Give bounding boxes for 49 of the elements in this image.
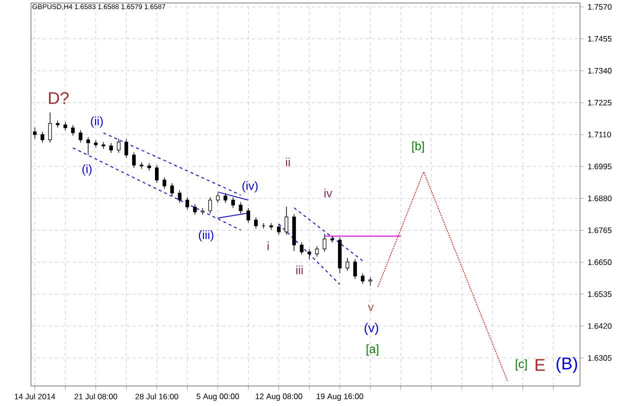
annotation: [a]	[366, 344, 378, 356]
annotation: iv	[324, 188, 332, 198]
candlestick	[307, 248, 312, 260]
candlestick	[109, 142, 113, 154]
candlestick	[284, 206, 288, 236]
candlestick	[102, 142, 106, 150]
candlestick	[71, 124, 75, 136]
candlestick	[353, 258, 357, 280]
candlestick	[162, 176, 166, 190]
annotation: (iii)	[198, 230, 214, 242]
annotation: iii	[296, 266, 303, 274]
candlestick	[200, 208, 204, 216]
annotation: E	[536, 359, 545, 371]
candlestick	[116, 138, 121, 154]
candlestick	[170, 182, 174, 196]
annotation: (ii)	[90, 116, 103, 128]
candlestick	[300, 242, 304, 256]
candlestick	[208, 196, 212, 214]
candlestick	[185, 196, 190, 210]
candlestick	[315, 246, 319, 258]
candlestick	[193, 204, 197, 216]
candlestick	[238, 202, 243, 214]
candlestick	[178, 190, 182, 204]
annotation: D?	[49, 92, 69, 104]
candlestick	[224, 192, 228, 204]
annotation: (i)	[82, 164, 92, 176]
annotation: ii	[286, 158, 290, 166]
candlestick	[154, 164, 159, 184]
annotation: i	[268, 241, 269, 250]
annotation: (iv)	[242, 181, 258, 192]
candlestick	[216, 192, 220, 204]
candlestick	[246, 208, 250, 224]
candlestick	[40, 131, 44, 143]
candlestick	[346, 258, 350, 272]
annotation: v	[368, 304, 374, 312]
candlestick	[231, 196, 235, 208]
annotation: [b]	[412, 141, 424, 153]
candlestick	[254, 216, 258, 229]
candlestick	[124, 138, 128, 158]
annotation: (B)	[556, 357, 578, 373]
annotation: [c]	[516, 359, 527, 371]
candlestick	[48, 112, 52, 143]
annotation: (v)	[364, 322, 378, 335]
candlestick	[78, 130, 82, 143]
candlestick	[86, 136, 90, 156]
candlestick	[360, 272, 365, 284]
candlestick	[132, 152, 136, 168]
candlestick	[322, 234, 326, 252]
candlestick	[276, 224, 281, 236]
